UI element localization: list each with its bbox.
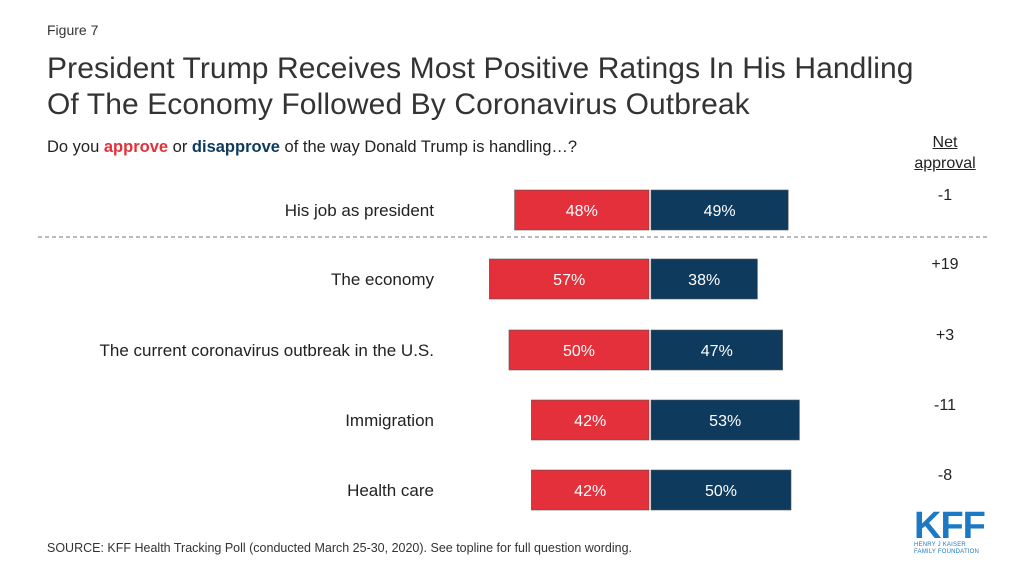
approve-bar xyxy=(508,329,650,371)
disapprove-value-label: 50% xyxy=(705,483,737,500)
category-label: His job as president xyxy=(285,201,435,220)
approve-bar xyxy=(489,258,650,300)
disapprove-bar xyxy=(650,329,783,371)
disapprove-bar xyxy=(650,189,789,231)
disapprove-value-label: 53% xyxy=(709,413,741,430)
logo-text: KFF xyxy=(914,505,986,547)
approve-bar xyxy=(531,469,650,511)
disapprove-keyword: disapprove xyxy=(191,138,280,156)
net-approval-value: -8 xyxy=(938,467,952,484)
category-label: The economy xyxy=(331,270,434,289)
logo-subtitle-line-1: Henry J Kaiser xyxy=(914,542,966,548)
logo-subtitle-line-2: Family Foundation xyxy=(914,549,980,555)
source-note: SOURCE: KFF Health Tracking Poll (conduc… xyxy=(47,541,633,555)
approve-value-label: 42% xyxy=(574,483,606,500)
net-approval-value: -1 xyxy=(938,187,952,204)
figure-label: Figure 7 xyxy=(47,22,99,38)
net-approval-value: +3 xyxy=(936,327,954,344)
disapprove-bar xyxy=(650,258,758,300)
chart-title: President Trump Receives Most Positive R… xyxy=(47,51,987,123)
approve-keyword: approve xyxy=(103,138,169,156)
net-header-line-1: Net xyxy=(932,134,958,151)
approve-value-label: 48% xyxy=(566,203,598,220)
disapprove-bar xyxy=(650,399,800,441)
net-approval-header: Net approval xyxy=(900,132,990,174)
title-line-2: Of The Economy Followed By Coronavirus O… xyxy=(47,88,750,121)
disapprove-value-label: 38% xyxy=(688,272,720,289)
approve-value-label: 42% xyxy=(574,413,606,430)
approve-bar xyxy=(531,399,650,441)
category-label: Immigration xyxy=(345,411,434,430)
net-header-line-2: approval xyxy=(914,155,976,172)
question-prefix: Do you xyxy=(47,138,104,156)
approve-bar xyxy=(514,189,650,231)
question-text: Do you approve or disapprove of the way … xyxy=(47,138,577,157)
kff-logo: KFF Henry J Kaiser Family Foundation xyxy=(914,505,990,556)
net-approval-value: -11 xyxy=(934,397,956,414)
question-suffix: of the way Donald Trump is handling…? xyxy=(279,138,578,156)
category-label: Health care xyxy=(347,481,434,500)
approve-value-label: 50% xyxy=(563,343,595,360)
title-line-1: President Trump Receives Most Positive R… xyxy=(47,52,914,85)
net-approval-value: +19 xyxy=(931,256,958,273)
disapprove-bar xyxy=(650,469,792,511)
disapprove-value-label: 47% xyxy=(701,343,733,360)
approve-value-label: 57% xyxy=(553,272,585,289)
disapprove-value-label: 49% xyxy=(704,203,736,220)
category-label: The current coronavirus outbreak in the … xyxy=(100,341,435,360)
question-middle: or xyxy=(168,138,192,156)
